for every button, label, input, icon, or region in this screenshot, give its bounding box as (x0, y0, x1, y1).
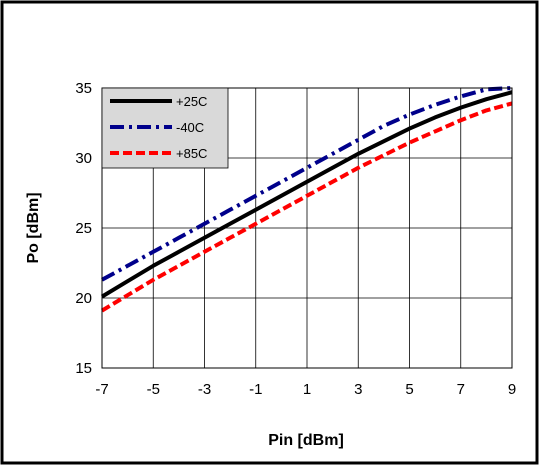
legend-label-0: +25C (176, 94, 207, 109)
series-line-2 (100, 101, 513, 313)
y-tick-labels: 15 20 25 30 35 (75, 80, 92, 377)
y-tick-label: 25 (75, 220, 92, 237)
x-axis-label: Pin [dBm] (268, 432, 344, 449)
x-tick-label: 3 (354, 381, 362, 398)
y-tick-label: 20 (75, 290, 92, 307)
legend-label-1: -40C (176, 120, 204, 135)
x-tick-label: 7 (457, 381, 465, 398)
legend: +25C -40C +85C (101, 87, 229, 169)
y-axis-label: Po [dBm] (25, 192, 42, 263)
y-tick-label: 35 (75, 80, 92, 97)
series-line-1 (101, 86, 513, 282)
y-tick-label: 15 (75, 360, 92, 377)
x-tick-label: -1 (249, 381, 262, 398)
x-tick-label: -7 (95, 381, 108, 398)
series-line-0 (100, 90, 513, 299)
x-tick-label: 5 (405, 381, 413, 398)
plot-area (101, 87, 513, 369)
x-tick-label: -5 (147, 381, 160, 398)
x-tick-label: 9 (508, 381, 516, 398)
legend-label-2: +85C (176, 146, 207, 161)
x-tick-labels: -7 -5 -3 -1 1 3 5 7 9 (95, 381, 516, 398)
y-tick-label: 30 (75, 150, 92, 167)
x-tick-label: 1 (303, 381, 311, 398)
series-layer (100, 86, 513, 313)
x-tick-label: -3 (198, 381, 211, 398)
